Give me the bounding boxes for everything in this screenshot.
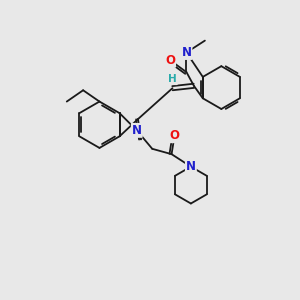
Text: O: O [165, 54, 175, 67]
Text: O: O [169, 129, 179, 142]
Text: H: H [168, 74, 177, 84]
Text: N: N [132, 124, 142, 137]
Text: N: N [182, 46, 191, 59]
Text: N: N [186, 160, 196, 173]
